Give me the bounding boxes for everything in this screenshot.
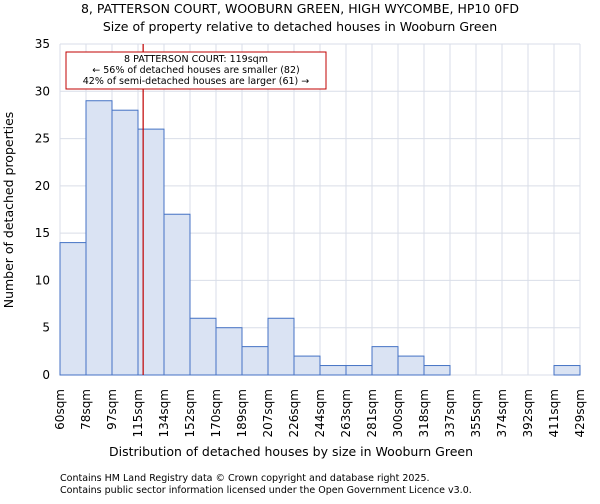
x-tick-label: 78sqm [79, 389, 93, 430]
x-tick-label: 429sqm [573, 389, 587, 437]
x-tick-label: 318sqm [417, 389, 431, 437]
histogram-bar [189, 317, 217, 376]
y-tick-label: 20 [35, 179, 50, 193]
histogram-bar [553, 365, 581, 376]
histogram-bar [163, 213, 191, 376]
histogram-bar [267, 317, 295, 376]
x-tick-label: 115sqm [131, 389, 145, 437]
x-tick-label: 392sqm [521, 389, 535, 437]
chart-title: 8, PATTERSON COURT, WOOBURN GREEN, HIGH … [81, 1, 519, 16]
histogram-bar [319, 365, 347, 376]
x-tick-label: 244sqm [313, 389, 327, 437]
x-tick-label: 134sqm [157, 389, 171, 437]
histogram-bar [85, 100, 113, 376]
y-tick-label: 35 [35, 37, 50, 51]
histogram-bar [371, 346, 399, 376]
x-tick-label: 374sqm [495, 389, 509, 437]
histogram-bar [397, 355, 425, 376]
x-tick-label: 355sqm [469, 389, 483, 437]
bar-layer [59, 100, 581, 376]
histogram-bar [137, 128, 165, 376]
annotation-line-1: 8 PATTERSON COURT: 119sqm [124, 54, 268, 65]
y-tick-label: 15 [35, 226, 50, 240]
x-tick-label: 60sqm [53, 389, 67, 430]
x-tick-label: 300sqm [391, 389, 405, 437]
histogram-bar [59, 242, 87, 376]
x-tick-label: 189sqm [235, 389, 249, 437]
x-tick-layer: 60sqm 78sqm 97sqm 115sqm 134sqm 152sqm 170sqm 1… [53, 389, 587, 437]
annotation-border [65, 51, 327, 90]
histogram-bar [215, 327, 243, 376]
x-tick-label: 411sqm [547, 389, 561, 437]
x-tick-label: 337sqm [443, 389, 457, 437]
histogram-bar [111, 109, 139, 376]
y-tick-label: 0 [42, 368, 50, 382]
x-tick-label: 170sqm [209, 389, 223, 437]
footer-line-1: Contains HM Land Registry data © Crown c… [60, 473, 430, 484]
x-tick-label: 152sqm [183, 389, 197, 437]
histogram-bar [293, 355, 321, 376]
x-tick-label: 226sqm [287, 389, 301, 437]
x-tick-label: 207sqm [261, 389, 275, 437]
y-axis-label: Number of detached properties [1, 112, 16, 309]
y-tick-label: 30 [35, 84, 50, 98]
y-tick-layer: 0 5 10 15 20 25 30 35 [35, 37, 50, 382]
x-tick-label: 97sqm [105, 389, 119, 430]
x-tick-label: 263sqm [339, 389, 353, 437]
annotation-box: 8 PATTERSON COURT: 119sqm ← 56% of detac… [65, 51, 327, 90]
y-tick-label: 25 [35, 132, 50, 146]
annotation-line-3: 42% of semi-detached houses are larger (… [83, 76, 310, 87]
histogram-bar [423, 365, 451, 376]
y-tick-label: 10 [35, 273, 50, 287]
annotation-line-2: ← 56% of detached houses are smaller (82… [92, 65, 299, 76]
chart-subtitle: Size of property relative to detached ho… [103, 19, 497, 34]
x-tick-label: 281sqm [365, 389, 379, 437]
histogram-bar [345, 365, 373, 376]
x-axis-label: Distribution of detached houses by size … [109, 444, 473, 459]
footer-line-2: Contains public sector information licen… [60, 485, 472, 496]
y-tick-label: 5 [42, 321, 50, 335]
histogram-bar [241, 346, 269, 376]
